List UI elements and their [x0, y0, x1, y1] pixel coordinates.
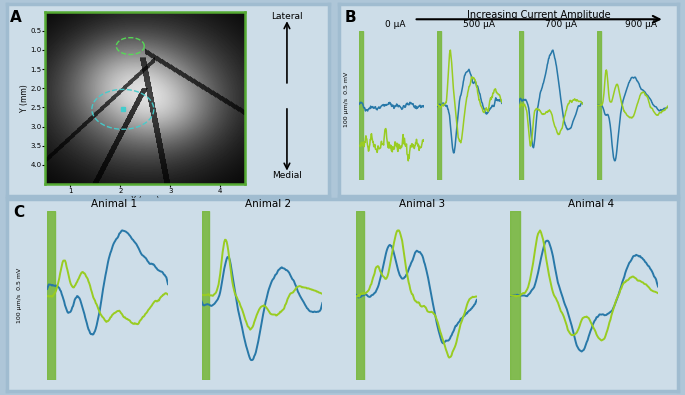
Text: 900 μA: 900 μA [625, 20, 657, 29]
Text: 0 μA: 0 μA [385, 20, 406, 29]
Text: Animal 3: Animal 3 [399, 199, 445, 209]
Text: 700 μA: 700 μA [545, 20, 577, 29]
Text: Animal 1: Animal 1 [90, 199, 136, 209]
Text: 5 ms: 5 ms [53, 366, 72, 375]
Text: 5 ms: 5 ms [372, 159, 390, 168]
Text: B: B [344, 10, 356, 25]
Text: C: C [14, 205, 25, 220]
Text: 100 μm/s  0.5 mV: 100 μm/s 0.5 mV [344, 72, 349, 127]
Text: 100 μm/s  0.5 mV: 100 μm/s 0.5 mV [17, 268, 22, 323]
Text: Animal 4: Animal 4 [569, 199, 614, 209]
Text: A: A [10, 10, 22, 25]
Text: Animal 2: Animal 2 [245, 199, 291, 209]
Text: 500 μA: 500 μA [463, 20, 495, 29]
Text: Increasing Current Amplitude: Increasing Current Amplitude [467, 10, 611, 20]
